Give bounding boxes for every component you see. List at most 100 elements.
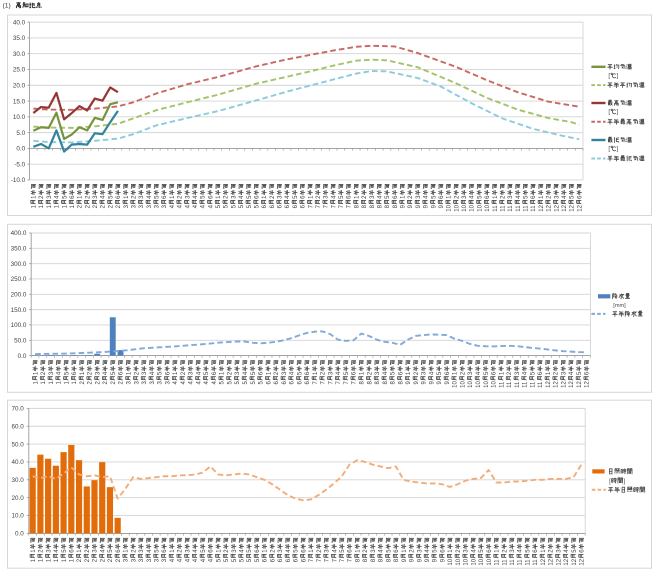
svg-text:10: 10 xyxy=(487,558,493,565)
svg-text:12: 12 xyxy=(541,558,547,565)
svg-text:-5.0: -5.0 xyxy=(14,161,25,168)
svg-text:1: 1 xyxy=(46,558,52,562)
svg-text:30.0: 30.0 xyxy=(13,51,26,58)
svg-text:8: 8 xyxy=(383,381,389,385)
svg-text:2: 2 xyxy=(93,204,99,208)
svg-text:3: 3 xyxy=(150,381,156,385)
svg-text:10: 10 xyxy=(485,204,491,211)
svg-text:11: 11 xyxy=(508,205,514,212)
svg-text:250.0: 250.0 xyxy=(11,276,27,283)
svg-text:10: 10 xyxy=(448,558,454,565)
svg-text:2: 2 xyxy=(85,558,91,562)
svg-text:11: 11 xyxy=(499,381,505,388)
svg-text:2: 2 xyxy=(108,204,114,208)
svg-text:7: 7 xyxy=(339,204,345,208)
svg-text:20.0: 20.0 xyxy=(13,82,26,89)
svg-text:6: 6 xyxy=(266,381,272,385)
svg-text:4: 4 xyxy=(181,381,187,385)
svg-text:0.0: 0.0 xyxy=(15,531,24,538)
svg-text:(1): (1) xyxy=(3,3,11,10)
svg-text:4: 4 xyxy=(185,204,191,208)
svg-text:5: 5 xyxy=(254,204,260,208)
svg-text:2: 2 xyxy=(93,558,99,562)
svg-text:11: 11 xyxy=(507,381,513,388)
svg-text:10: 10 xyxy=(462,204,468,211)
svg-text:11: 11 xyxy=(500,205,506,212)
svg-text:]: ] xyxy=(616,146,618,153)
svg-text:10: 10 xyxy=(471,558,477,565)
svg-text:9: 9 xyxy=(433,558,439,562)
svg-text:6: 6 xyxy=(282,381,288,385)
svg-text:20.0: 20.0 xyxy=(12,495,25,502)
svg-text:1: 1 xyxy=(47,204,53,208)
svg-text:0.0: 0.0 xyxy=(18,353,27,360)
svg-text:6: 6 xyxy=(290,381,296,385)
svg-text:5: 5 xyxy=(247,204,253,208)
svg-text:8: 8 xyxy=(386,558,392,562)
svg-text:35.0: 35.0 xyxy=(13,35,26,42)
svg-text:15.0: 15.0 xyxy=(13,98,26,105)
svg-text:10: 10 xyxy=(468,381,474,388)
svg-text:3: 3 xyxy=(124,204,130,208)
svg-text:12: 12 xyxy=(554,381,560,388)
svg-text:12: 12 xyxy=(577,204,583,211)
svg-text:11: 11 xyxy=(493,205,499,212)
svg-text:7: 7 xyxy=(321,381,327,385)
svg-text:10: 10 xyxy=(464,558,470,565)
svg-text:[: [ xyxy=(609,478,611,485)
svg-text:1: 1 xyxy=(70,204,76,208)
svg-text:8: 8 xyxy=(379,558,385,562)
svg-text:2: 2 xyxy=(88,381,94,385)
svg-text:2: 2 xyxy=(116,558,122,562)
svg-text:8: 8 xyxy=(371,558,377,562)
svg-text:9: 9 xyxy=(424,204,430,208)
svg-text:[: [ xyxy=(608,146,610,153)
svg-text:9: 9 xyxy=(425,558,431,562)
svg-text:8: 8 xyxy=(398,381,404,385)
svg-text:[mm]: [mm] xyxy=(613,303,626,309)
svg-text:7: 7 xyxy=(313,381,319,385)
svg-text:8: 8 xyxy=(377,204,383,208)
svg-text:50.0: 50.0 xyxy=(14,337,27,344)
svg-text:6: 6 xyxy=(297,381,303,385)
svg-text:7: 7 xyxy=(331,204,337,208)
svg-text:25.0: 25.0 xyxy=(13,67,26,74)
svg-text:10: 10 xyxy=(460,381,466,388)
svg-text:6: 6 xyxy=(278,204,284,208)
svg-text:7: 7 xyxy=(325,558,331,562)
svg-text:12: 12 xyxy=(561,381,567,388)
svg-text:4: 4 xyxy=(212,381,218,385)
svg-text:7: 7 xyxy=(308,204,314,208)
svg-text:7: 7 xyxy=(324,204,330,208)
svg-text:12: 12 xyxy=(554,204,560,211)
svg-text:3: 3 xyxy=(158,381,164,385)
svg-text:10: 10 xyxy=(479,558,485,565)
svg-text:7: 7 xyxy=(316,204,322,208)
svg-text:11: 11 xyxy=(523,381,529,388)
svg-text:2: 2 xyxy=(77,558,83,562)
svg-text:4: 4 xyxy=(209,558,215,562)
svg-text:3: 3 xyxy=(155,204,161,208)
svg-text:5: 5 xyxy=(232,558,238,562)
svg-text:8: 8 xyxy=(391,381,397,385)
svg-text:4: 4 xyxy=(193,204,199,208)
svg-text:4: 4 xyxy=(189,381,195,385)
svg-text:5: 5 xyxy=(255,558,261,562)
svg-text:9: 9 xyxy=(416,204,422,208)
svg-text:1: 1 xyxy=(39,204,45,208)
svg-text:1: 1 xyxy=(54,558,60,562)
svg-text:4: 4 xyxy=(201,558,207,562)
svg-text:350.0: 350.0 xyxy=(11,246,27,253)
svg-text:6: 6 xyxy=(263,558,269,562)
svg-text:11: 11 xyxy=(538,381,544,388)
svg-text:7: 7 xyxy=(352,381,358,385)
svg-text:10: 10 xyxy=(454,204,460,211)
svg-text:10: 10 xyxy=(447,204,453,211)
svg-text:9: 9 xyxy=(429,381,435,385)
svg-text:8: 8 xyxy=(362,204,368,208)
svg-text:8: 8 xyxy=(375,381,381,385)
svg-text:6: 6 xyxy=(278,558,284,562)
svg-text:3: 3 xyxy=(131,558,137,562)
svg-text:5: 5 xyxy=(216,558,222,562)
svg-text:3: 3 xyxy=(147,558,153,562)
